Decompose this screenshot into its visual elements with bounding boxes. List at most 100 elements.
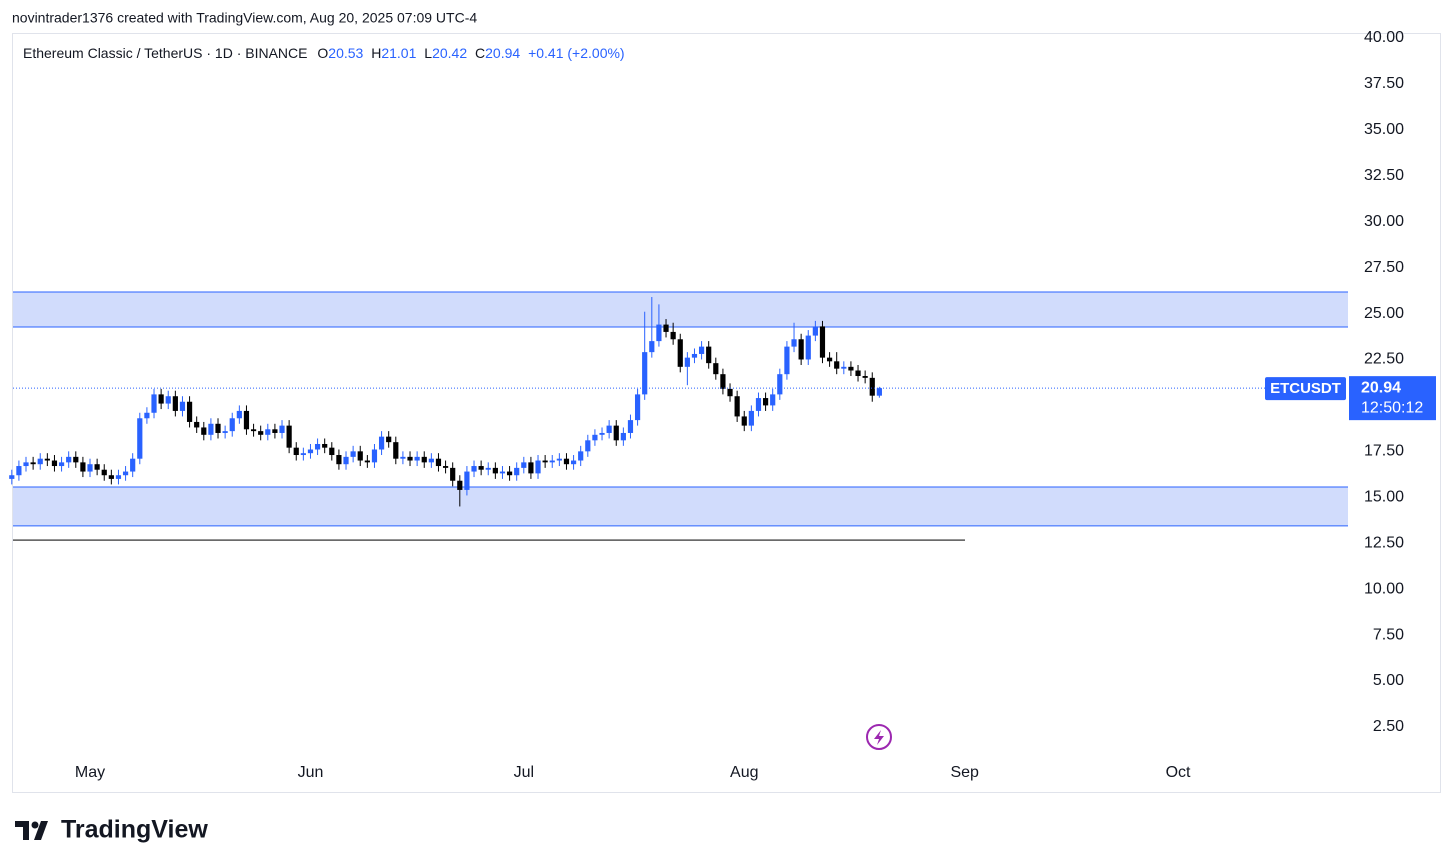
candle-body <box>286 425 292 448</box>
y-tick-label: 12.50 <box>1364 534 1404 551</box>
candle-body <box>627 420 634 433</box>
candle-body <box>393 442 399 459</box>
candle-body <box>144 412 150 419</box>
candle-body <box>535 460 541 474</box>
candle-body <box>378 436 385 450</box>
price-badge-value: 20.94 <box>1361 379 1401 396</box>
ohlc-value: 21.01 <box>381 45 416 61</box>
ohlc-label: H <box>371 45 381 61</box>
candle-body <box>201 427 207 435</box>
candle-body <box>784 346 790 375</box>
candle-body <box>108 475 114 479</box>
y-tick-label: 2.50 <box>1373 718 1404 735</box>
candle-body <box>570 460 577 465</box>
y-tick-label: 5.00 <box>1373 672 1404 689</box>
candle-body <box>73 456 79 463</box>
candle-body <box>713 363 719 375</box>
ohlc-label: O <box>317 45 328 61</box>
x-tick-label: May <box>75 764 105 781</box>
candle-body <box>137 418 143 459</box>
candle-body <box>663 324 669 332</box>
brand-name: TradingView <box>61 816 208 844</box>
candle-body <box>229 418 235 432</box>
candle-body <box>499 471 506 474</box>
lightning-icon[interactable] <box>866 724 892 750</box>
legend: Ethereum Classic / TetherUS · 1D · BINAN… <box>23 45 625 61</box>
candle-body <box>677 339 683 367</box>
candle-body <box>762 398 769 406</box>
candle-body <box>834 361 840 369</box>
y-tick-label: 37.50 <box>1364 75 1404 92</box>
candle-body <box>720 374 726 389</box>
y-tick-label: 32.50 <box>1364 167 1404 184</box>
candle-body <box>805 335 811 360</box>
y-tick-label: 40.00 <box>1364 29 1404 46</box>
candle-body <box>386 436 392 443</box>
candle-body <box>51 460 58 467</box>
y-tick-label: 17.50 <box>1364 443 1404 460</box>
candle-body <box>869 377 875 396</box>
candle-body <box>151 394 157 413</box>
candle-body <box>464 471 470 490</box>
candle-body <box>727 388 733 397</box>
candle-body <box>514 467 520 476</box>
candle-body <box>798 339 804 360</box>
icon-bolt[interactable] <box>874 730 884 745</box>
candle-body <box>578 451 584 461</box>
candle-body <box>80 462 86 472</box>
candle-body <box>293 447 299 456</box>
ohlc-value: 20.94 <box>485 45 520 61</box>
candle-body <box>44 458 50 461</box>
candle-body <box>435 458 442 467</box>
candle-body <box>585 440 591 452</box>
candle-body <box>862 376 868 378</box>
candle-body <box>23 462 29 467</box>
candle-body <box>606 425 612 433</box>
candle-body <box>442 466 449 468</box>
candle-body <box>300 453 306 456</box>
zone <box>13 292 1348 327</box>
candle-body <box>236 410 242 419</box>
candle-body <box>698 346 705 354</box>
candle-body <box>314 443 321 450</box>
candle-body <box>421 456 427 463</box>
candle-body <box>336 455 342 465</box>
y-tick-label: 10.00 <box>1364 580 1404 597</box>
candle-body <box>556 458 562 461</box>
candle-body <box>165 396 171 404</box>
brand-logo-dot <box>31 821 39 829</box>
candle-body <box>841 366 847 369</box>
x-tick-label: Sep <box>950 764 979 781</box>
candle-body <box>343 456 349 465</box>
candle-body <box>485 467 491 470</box>
ohlc-label: C <box>475 45 485 61</box>
candle-body <box>265 429 271 435</box>
candle-body <box>791 339 797 347</box>
y-tick-label: 25.00 <box>1364 305 1404 322</box>
candle-body <box>691 353 698 358</box>
candle-body <box>208 423 214 435</box>
candle-body <box>563 458 570 465</box>
candle-body <box>371 449 378 463</box>
candle-body <box>272 429 278 433</box>
candle-body <box>122 471 129 476</box>
candle-body <box>94 464 100 470</box>
candle-body <box>876 388 882 396</box>
candle-body <box>179 401 186 411</box>
x-tick-label: Aug <box>730 764 758 781</box>
brand-logo <box>15 821 48 840</box>
candle-body <box>755 398 762 411</box>
candle-body <box>407 456 413 461</box>
candle-body <box>741 416 747 426</box>
candle-body <box>506 471 513 476</box>
candle-body <box>414 456 420 461</box>
candle-body <box>528 462 534 474</box>
candle-body <box>250 429 257 432</box>
x-tick-label: Jun <box>298 764 324 781</box>
candle-body <box>186 401 193 422</box>
x-tick-label: Jul <box>514 764 534 781</box>
candle-body <box>642 352 648 395</box>
zone <box>13 486 1348 526</box>
price-badge <box>1349 376 1436 421</box>
